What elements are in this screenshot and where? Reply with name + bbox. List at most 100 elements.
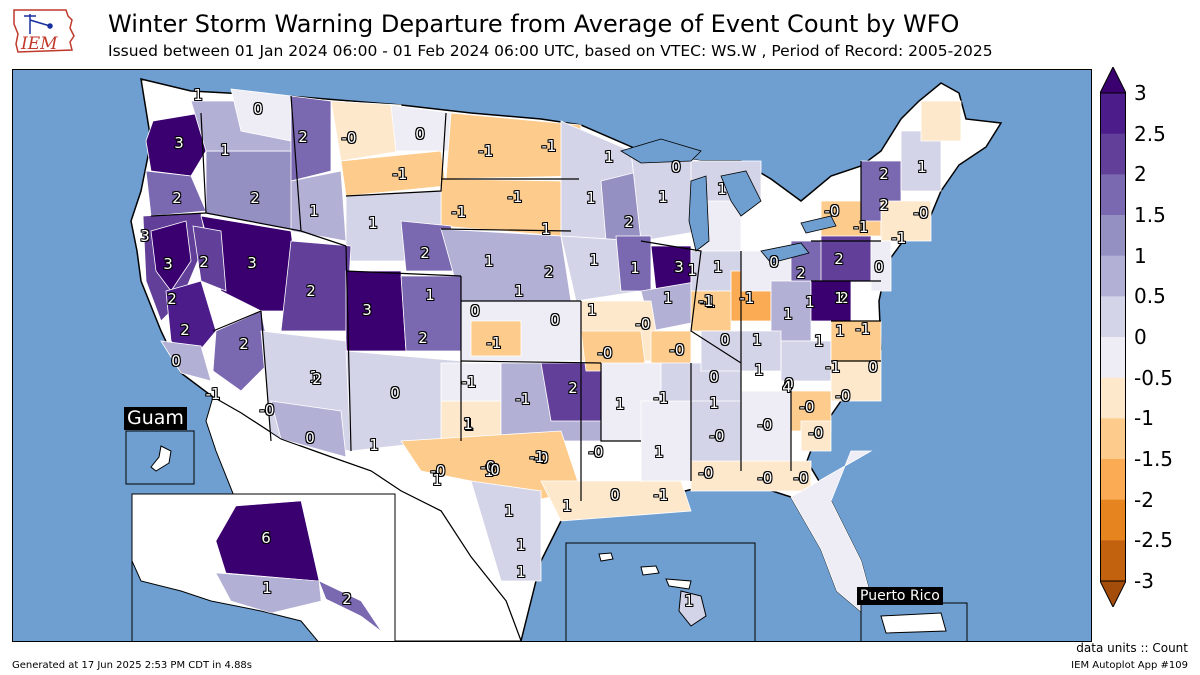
wfo-value-label: 1: [709, 394, 719, 412]
wfo-value-label: 1: [754, 361, 764, 379]
wfo-value-label: 1: [713, 258, 723, 276]
colorbar-band: [1100, 418, 1126, 460]
colorbar-tick-label: 1.5: [1134, 203, 1166, 227]
colorbar-band: [1100, 255, 1126, 297]
colorbar-band: [1100, 174, 1126, 216]
wfo-value-label: -0: [480, 458, 496, 476]
wfo-value-label: 0: [171, 352, 181, 370]
iem-logo: IEM: [10, 6, 76, 58]
wfo-value-label: 2: [199, 253, 209, 271]
wfo-value-label: 1: [516, 536, 526, 554]
wfo-value-label: 0: [390, 384, 400, 402]
wfo-value-label: 1: [589, 251, 599, 269]
wfo-value-label: 1: [615, 395, 625, 413]
colorbar-band: [1100, 133, 1126, 175]
wfo-value-label: 1: [369, 436, 379, 454]
colorbar-tick-label: 3: [1134, 81, 1147, 105]
wfo-value-label: -0: [793, 469, 809, 487]
wfo-value-label: 2: [418, 329, 428, 347]
wfo-value-label: 1: [630, 259, 640, 277]
wfo-value-label: -0: [913, 204, 929, 222]
wfo-value-label: 1: [814, 332, 824, 350]
state-borders: [150, 95, 881, 501]
wfo-value-label: -0: [698, 464, 714, 482]
wfo-value-label: -1: [853, 218, 869, 236]
colorbar-tick-label: -2.5: [1134, 528, 1174, 553]
wfo-value-label: 1: [562, 497, 572, 515]
wfo-value-label: -0: [757, 416, 773, 434]
wfo-value-label: 0: [305, 429, 315, 447]
wfo-value-label: -1: [392, 165, 408, 183]
wfo-value-label: -1: [891, 229, 907, 247]
logo-text: IEM: [21, 34, 58, 54]
colorbar-top-arrow: [1099, 65, 1127, 94]
wfo-value-label: 2: [167, 290, 177, 308]
wfo-value-label: -1: [825, 358, 841, 376]
alaska-value-label: 6: [261, 529, 271, 547]
wfo-value-label: 1: [658, 188, 668, 206]
wfo-value-label: -1: [461, 373, 477, 391]
wfo-value-label: -1: [515, 390, 531, 408]
wfo-value-label: 1: [484, 252, 494, 270]
wfo-value-label: 1: [504, 502, 514, 520]
wfo-value-label: 1: [309, 202, 319, 220]
wfo-value-label: 3: [163, 255, 173, 273]
hawaii-inset: [565, 542, 756, 641]
wfo-value-label: 4: [782, 378, 792, 396]
alaska-value-label: 1: [262, 579, 272, 597]
wfo-value-label: 0: [874, 258, 884, 276]
wfo-value-label: -0: [635, 315, 651, 333]
colorbar-tick-label: 0: [1134, 325, 1147, 349]
wfo-value-label: 1: [220, 141, 230, 159]
colorbar-tick-label: 2.5: [1134, 121, 1166, 146]
wfo-value-label: 0: [550, 311, 560, 329]
guam-inset: [125, 430, 195, 485]
wfo-value-label: -1: [653, 486, 669, 504]
wfo-value-label: -0: [824, 202, 840, 220]
wfo-value-label: 1: [463, 415, 473, 433]
wfo-value-label: 2: [180, 321, 190, 339]
wfo-value-label: 1: [514, 282, 524, 300]
colorbar-tick-label: -3: [1134, 569, 1154, 593]
wfo-value-label: 1: [783, 305, 793, 323]
wfo-value-label: 1: [604, 148, 614, 166]
wfo-value-label: -1: [653, 389, 669, 407]
wfo-value-label: 2: [834, 250, 844, 268]
wfo-value-label: 0: [769, 253, 779, 271]
wfo-value-label: 3: [674, 258, 684, 276]
wfo-value-label: 1: [752, 331, 762, 349]
wfo-value-label: 0: [720, 331, 730, 349]
wfo-value-label: 1: [663, 289, 673, 307]
wfo-value-label: -0: [341, 129, 357, 147]
wfo-value-label: -0: [597, 344, 613, 362]
wfo-value-label: 0: [671, 158, 681, 176]
wfo-value-label: 1: [541, 220, 551, 238]
colorbar-band: [1100, 93, 1126, 135]
wfo-value-label: 0: [253, 100, 263, 118]
wfo-value-label: -0: [835, 387, 851, 405]
wfo-value-label: 1: [687, 261, 697, 279]
colorbar: [1099, 65, 1127, 609]
wfo-value-label: 1: [368, 214, 378, 232]
colorbar-band: [1100, 296, 1126, 338]
wfo-value-label: -0: [709, 427, 725, 445]
wfo-value-label: 1: [425, 286, 435, 304]
great-lakes: [620, 138, 837, 264]
colorbar-tick-label: -1: [1134, 406, 1154, 431]
wfo-value-label: -0: [588, 443, 604, 461]
wfo-value-label: 3: [362, 301, 372, 319]
colorbar-tick-label: -2: [1134, 487, 1154, 512]
app-note: IEM Autoplot App #109: [1071, 660, 1188, 671]
colorbar-tick-label: -0.5: [1134, 365, 1174, 390]
alaska-inset: [131, 493, 396, 641]
wfo-value-label: 1: [516, 563, 526, 581]
wfo-value-label: 2: [879, 165, 889, 183]
colorbar-tick-label: 2: [1134, 162, 1147, 187]
wfo-value-label: -0: [259, 401, 275, 419]
colorbar-band: [1100, 215, 1126, 257]
wfo-value-label: 2: [312, 370, 322, 388]
wfo-value-label: -0: [533, 449, 549, 467]
colorbar-band: [1100, 337, 1126, 379]
colorbar-band: [1100, 540, 1126, 582]
units-note: data units :: Count: [1076, 641, 1188, 655]
